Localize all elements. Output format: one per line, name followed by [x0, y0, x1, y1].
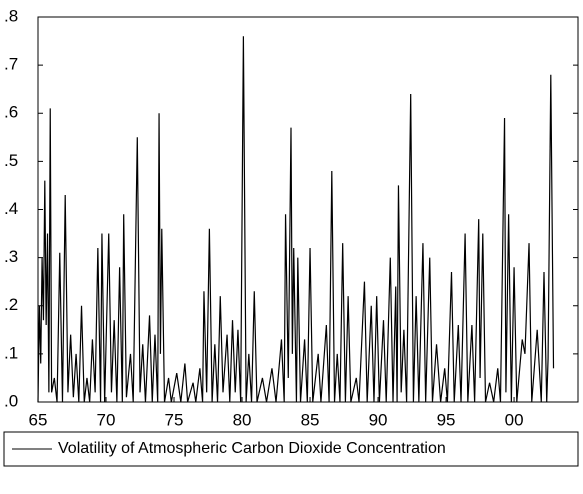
x-tick-label: 75	[165, 410, 184, 429]
legend-box	[3, 431, 579, 467]
y-tick-label: .8	[4, 6, 18, 25]
x-tick-label: 70	[97, 410, 116, 429]
y-tick-label: .7	[4, 55, 18, 74]
y-tick-label: .6	[4, 103, 18, 122]
x-tick-label: 90	[369, 410, 388, 429]
y-tick-label: .4	[4, 199, 18, 218]
y-tick-label: .2	[4, 295, 18, 314]
x-tick-label: 65	[29, 410, 48, 429]
legend-label: Volatility of Atmospheric Carbon Dioxide…	[58, 440, 446, 457]
legend: Volatility of Atmospheric Carbon Dioxide…	[3, 431, 579, 467]
x-tick-label: 85	[301, 410, 320, 429]
y-tick-label: .5	[4, 151, 18, 170]
y-tick-label: .3	[4, 247, 18, 266]
x-tick-label: 80	[233, 410, 252, 429]
x-tick-label: 95	[437, 410, 456, 429]
series-line	[37, 36, 555, 403]
y-tick-label: .1	[4, 343, 18, 362]
x-tick-label: 00	[505, 410, 524, 429]
y-tick-label: .0	[4, 391, 18, 410]
